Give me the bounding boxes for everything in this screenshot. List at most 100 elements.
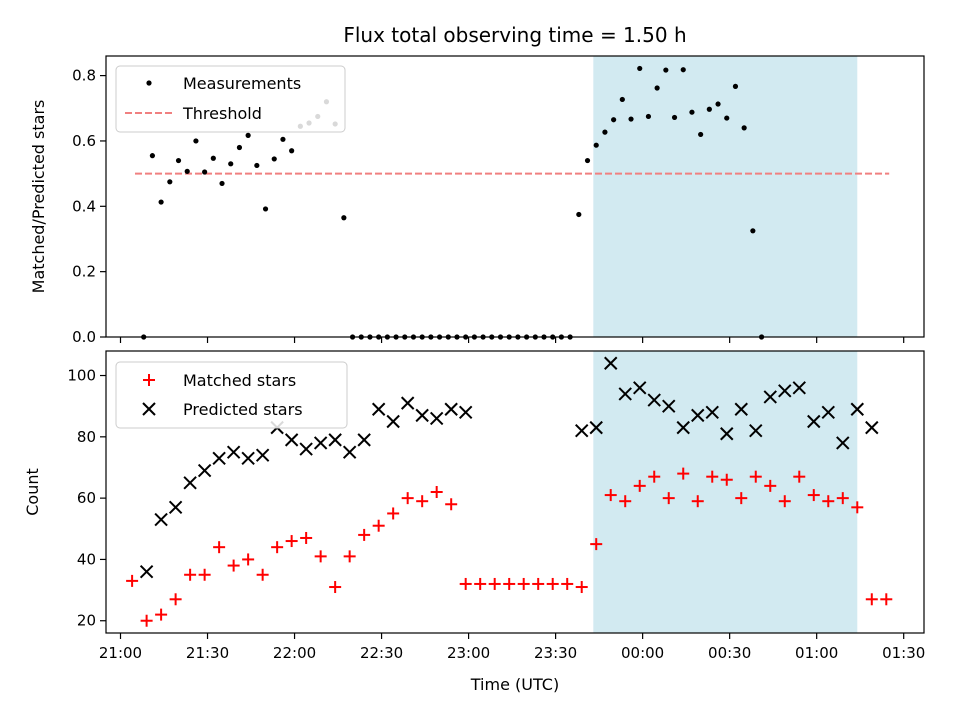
matched-stars-point <box>619 495 632 508</box>
measurement-point <box>619 96 625 103</box>
matched-stars-point <box>720 473 733 486</box>
predicted-stars-point <box>400 396 415 410</box>
measurement-point <box>671 114 678 121</box>
predicted-stars-point <box>604 356 618 370</box>
matched-stars-point <box>488 577 501 590</box>
x-tick-label: 21:00 <box>99 644 142 662</box>
measurement-point <box>584 157 591 164</box>
bottom-axes-frame <box>105 350 925 634</box>
matched-stars-point <box>329 581 342 594</box>
measurement-point <box>280 136 286 142</box>
matched-stars-point <box>343 550 356 563</box>
top-legend-box <box>115 65 346 133</box>
predicted-stars-point <box>676 420 690 435</box>
predicted-stars-point <box>154 512 168 527</box>
measurement-point <box>245 132 251 138</box>
measurement-point <box>602 129 608 135</box>
matched-stars-point <box>445 498 458 511</box>
predicted-stars-point <box>429 411 444 426</box>
bottom-shaded-span <box>593 351 858 633</box>
matched-stars-point <box>546 577 559 590</box>
measurement-point <box>167 179 173 185</box>
top-axes-frame <box>105 55 925 338</box>
measurement-point <box>689 109 695 115</box>
measurement-point <box>715 101 721 107</box>
measurement-point <box>254 162 260 169</box>
y-tick-label: 0.2 <box>72 263 96 281</box>
matched-stars-point <box>575 581 588 594</box>
measurement-point <box>750 228 756 234</box>
measurement-point <box>732 83 739 89</box>
matched-stars-point <box>416 495 429 508</box>
matched-stars-series <box>126 467 893 627</box>
matched-stars-point <box>314 550 327 563</box>
measurement-point <box>202 169 208 175</box>
predicted-stars-point <box>313 436 328 450</box>
measurement-point <box>158 199 164 205</box>
predicted-stars-point <box>807 414 821 429</box>
predicted-stars-point <box>458 405 473 420</box>
predicted-stars-point <box>415 408 429 423</box>
matched-stars-point <box>213 541 226 554</box>
predicted-stars-series <box>139 356 879 579</box>
matched-stars-point <box>532 577 545 590</box>
top-legend: Measurements Threshold <box>115 65 346 133</box>
x-tick-label: 23:00 <box>447 644 490 662</box>
legend-predicted-marker <box>142 402 156 416</box>
predicted-stars-point <box>575 423 589 438</box>
matched-stars-point <box>256 568 269 581</box>
matched-stars-point <box>517 577 530 590</box>
matched-stars-point <box>242 553 255 566</box>
measurement-point <box>236 144 243 151</box>
matched-stars-point <box>865 593 878 606</box>
matched-stars-point <box>590 538 603 551</box>
x-tick-label: 00:30 <box>708 644 751 662</box>
measurement-point <box>262 206 269 212</box>
measurement-point <box>149 153 156 159</box>
matched-stars-point <box>648 470 661 483</box>
x-tick-label: 21:30 <box>186 644 229 662</box>
measurement-point <box>593 142 599 148</box>
legend-matched-marker <box>143 374 155 386</box>
predicted-stars-point <box>734 402 748 416</box>
y-tick-label: 60 <box>77 489 96 507</box>
measurement-point <box>341 215 347 221</box>
predicted-stars-point <box>618 387 632 401</box>
measurement-point <box>654 85 660 91</box>
matched-stars-point <box>503 577 516 590</box>
matched-stars-point <box>198 568 211 581</box>
bottom-x-ticks: 21:00 21:30 22:00 22:30 23:00 23:30 00:00 00:30… <box>99 633 925 662</box>
predicted-stars-point <box>342 445 357 459</box>
matched-stars-point <box>169 593 182 606</box>
measurement-point <box>706 106 712 112</box>
legend-predicted-label: Predicted stars <box>183 400 303 419</box>
predicted-stars-point <box>749 423 763 438</box>
x-axis-label: Time (UTC) <box>470 675 559 694</box>
measurement-point <box>576 211 582 218</box>
predicted-stars-point <box>255 448 270 462</box>
y-tick-label: 100 <box>67 367 96 385</box>
predicted-stars-point <box>633 381 647 395</box>
measurement-point <box>680 67 686 73</box>
predicted-stars-point <box>763 390 777 404</box>
bottom-legend: Matched stars Predicted stars <box>115 361 348 429</box>
matched-stars-point <box>184 568 197 581</box>
matched-stars-point <box>778 495 791 508</box>
predicted-stars-point <box>865 420 879 435</box>
matched-stars-point <box>372 519 385 532</box>
measurement-point <box>645 113 652 120</box>
y-tick-label: 0.4 <box>72 197 96 215</box>
matched-stars-point <box>358 528 371 541</box>
x-tick-label: 23:30 <box>534 644 577 662</box>
y-tick-label: 40 <box>77 550 96 568</box>
x-tick-label: 01:30 <box>882 644 925 662</box>
matched-stars-point <box>604 489 617 502</box>
y-tick-label: 0.8 <box>72 67 96 85</box>
predicted-stars-point <box>386 414 400 429</box>
measurement-point <box>228 161 234 167</box>
predicted-stars-point <box>371 402 386 416</box>
predicted-stars-point <box>212 451 226 465</box>
measurement-point <box>193 138 199 144</box>
legend-measurements-label: Measurements <box>183 74 301 93</box>
